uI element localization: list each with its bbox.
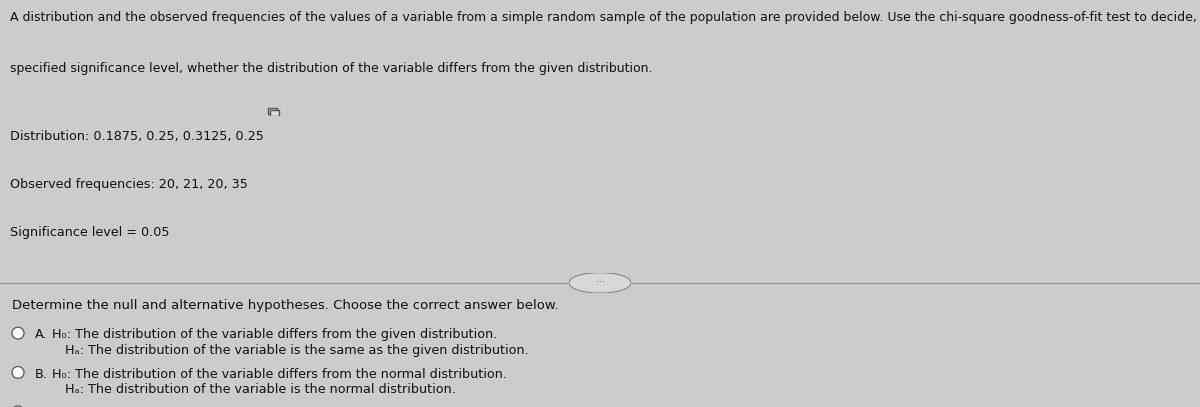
Text: A distribution and the observed frequencies of the values of a variable from a s: A distribution and the observed frequenc… [10, 11, 1200, 24]
Text: Hₐ: The distribution of the variable is the same as the given distribution.: Hₐ: The distribution of the variable is … [65, 344, 529, 357]
Ellipse shape [569, 273, 631, 293]
Text: H₀: The distribution of the variable differs from the normal distribution.: H₀: The distribution of the variable dif… [52, 368, 508, 381]
Text: specified significance level, whether the distribution of the variable differs f: specified significance level, whether th… [10, 62, 652, 75]
Circle shape [12, 327, 24, 339]
Text: B.: B. [35, 368, 48, 381]
FancyBboxPatch shape [270, 110, 280, 116]
Text: Hₐ: The distribution of the variable is the normal distribution.: Hₐ: The distribution of the variable is … [65, 383, 456, 396]
Text: H₀: The distribution of the variable differs from the given distribution.: H₀: The distribution of the variable dif… [52, 328, 497, 341]
Circle shape [12, 367, 24, 379]
Text: Determine the null and alternative hypotheses. Choose the correct answer below.: Determine the null and alternative hypot… [12, 299, 559, 312]
Text: Observed frequencies: 20, 21, 20, 35: Observed frequencies: 20, 21, 20, 35 [10, 178, 247, 191]
Text: Significance level = 0.05: Significance level = 0.05 [10, 226, 169, 239]
Circle shape [12, 406, 24, 407]
Text: A.: A. [35, 328, 48, 341]
Text: Distribution: 0.1875, 0.25, 0.3125, 0.25: Distribution: 0.1875, 0.25, 0.3125, 0.25 [10, 130, 264, 143]
Text: ···: ··· [595, 278, 605, 287]
